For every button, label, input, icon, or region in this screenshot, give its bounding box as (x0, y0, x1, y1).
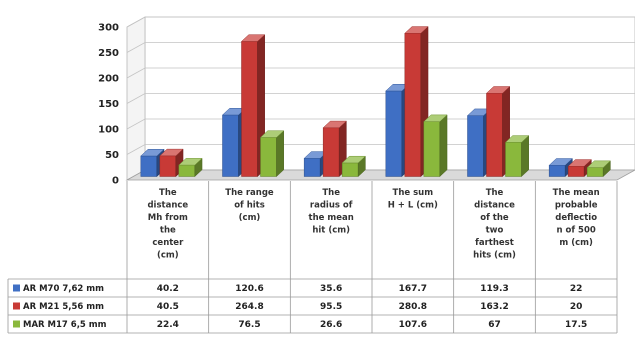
data-label: 107.6 (399, 320, 427, 330)
bars (140, 25, 612, 178)
category-label: The radius of the mean hit (cm) (309, 188, 354, 236)
bar-front (486, 93, 503, 177)
data-label: 67 (488, 320, 501, 330)
gridline (126, 67, 635, 79)
bar-front (404, 33, 422, 177)
bar-top (423, 114, 448, 122)
category-label: The mean probable deflectio n of 500 m (cm) (553, 188, 600, 248)
bar-front (241, 41, 258, 177)
data-label: 163.2 (480, 302, 508, 312)
data-label: 167.7 (399, 284, 427, 294)
bar-top (240, 34, 266, 42)
bar-front (548, 165, 566, 177)
series-name: MAR M17 6,5 mm (23, 320, 107, 330)
bar-top (404, 26, 429, 34)
bar-top (178, 158, 203, 166)
bar-front (586, 167, 604, 177)
chart-walls (125, 16, 635, 181)
bar (259, 130, 285, 178)
series-name: AR M70 7,62 mm (23, 284, 104, 294)
y-axis-ticks: 0 50 100 150 200 250 300 (98, 23, 119, 187)
bar-front (222, 114, 239, 177)
bar (586, 160, 612, 178)
data-label: 22 (570, 284, 583, 294)
y-tick-label: 0 (112, 176, 119, 187)
category-label: The range of hits (cm) (225, 188, 274, 223)
bar-top (341, 155, 367, 164)
bar-side (276, 130, 284, 178)
gridline (126, 16, 635, 28)
bar-front (260, 137, 277, 177)
bar-front (467, 115, 484, 177)
y-tick-label: 200 (98, 74, 119, 85)
y-tick-label: 50 (105, 150, 119, 161)
bar (548, 157, 574, 178)
bar-top (140, 149, 165, 157)
bar (567, 159, 593, 178)
data-table: The distance Mh from the center (cm) The range… (7, 181, 618, 334)
y-tick-label: 300 (98, 23, 119, 34)
bar-front (423, 121, 441, 177)
data-label: 17.5 (565, 320, 587, 330)
gridlines (126, 16, 635, 155)
legend-key (13, 302, 20, 310)
data-label: 120.6 (235, 284, 263, 294)
bar (178, 157, 203, 178)
bar-top (485, 86, 511, 94)
bar (240, 34, 266, 178)
bar (504, 135, 530, 178)
data-label: 280.8 (399, 302, 427, 312)
data-label: 264.8 (235, 302, 263, 312)
data-label: 76.5 (238, 320, 260, 330)
gridline (126, 93, 635, 104)
bar-top (567, 159, 593, 167)
data-label: 35.6 (320, 284, 342, 294)
category-label: The sum H + L (cm) (388, 188, 438, 211)
data-label: 26.6 (320, 320, 342, 330)
bar (423, 114, 448, 178)
bar-front (140, 155, 158, 177)
category-label: The distance Mh from the center (cm) (147, 188, 188, 261)
category-label: The distance of the two farthest hits (cm) (473, 188, 516, 261)
data-label: 22.4 (157, 320, 179, 330)
data-label: 95.5 (320, 302, 342, 312)
bar-top (548, 158, 574, 166)
bar-front (322, 127, 340, 177)
y-tick-label: 150 (98, 99, 119, 110)
data-label: 119.3 (480, 284, 508, 294)
bar-front (505, 142, 522, 177)
data-label: 40.5 (157, 302, 179, 312)
series-name: AR M21 5,56 mm (23, 302, 104, 312)
bar-top (586, 160, 612, 168)
bar-front (178, 164, 196, 177)
bar-front (341, 162, 359, 177)
bar-front (567, 166, 585, 177)
bar-side (521, 135, 529, 178)
bar-top (159, 148, 184, 157)
gridline (126, 42, 635, 53)
bar-top (259, 130, 285, 138)
bar (322, 120, 348, 178)
data-label: 40.2 (157, 284, 179, 294)
y-tick-label: 100 (98, 125, 119, 136)
data-label: 20 (570, 302, 583, 312)
legend-key (13, 284, 20, 292)
bar-front (303, 158, 321, 177)
bar-front (159, 155, 177, 177)
bar-side (439, 114, 448, 178)
legend-key (13, 320, 20, 328)
bar-front (385, 90, 403, 177)
bar-top (322, 120, 348, 129)
bar (341, 155, 367, 178)
y-tick-label: 250 (98, 48, 119, 59)
bar-top (504, 135, 530, 143)
